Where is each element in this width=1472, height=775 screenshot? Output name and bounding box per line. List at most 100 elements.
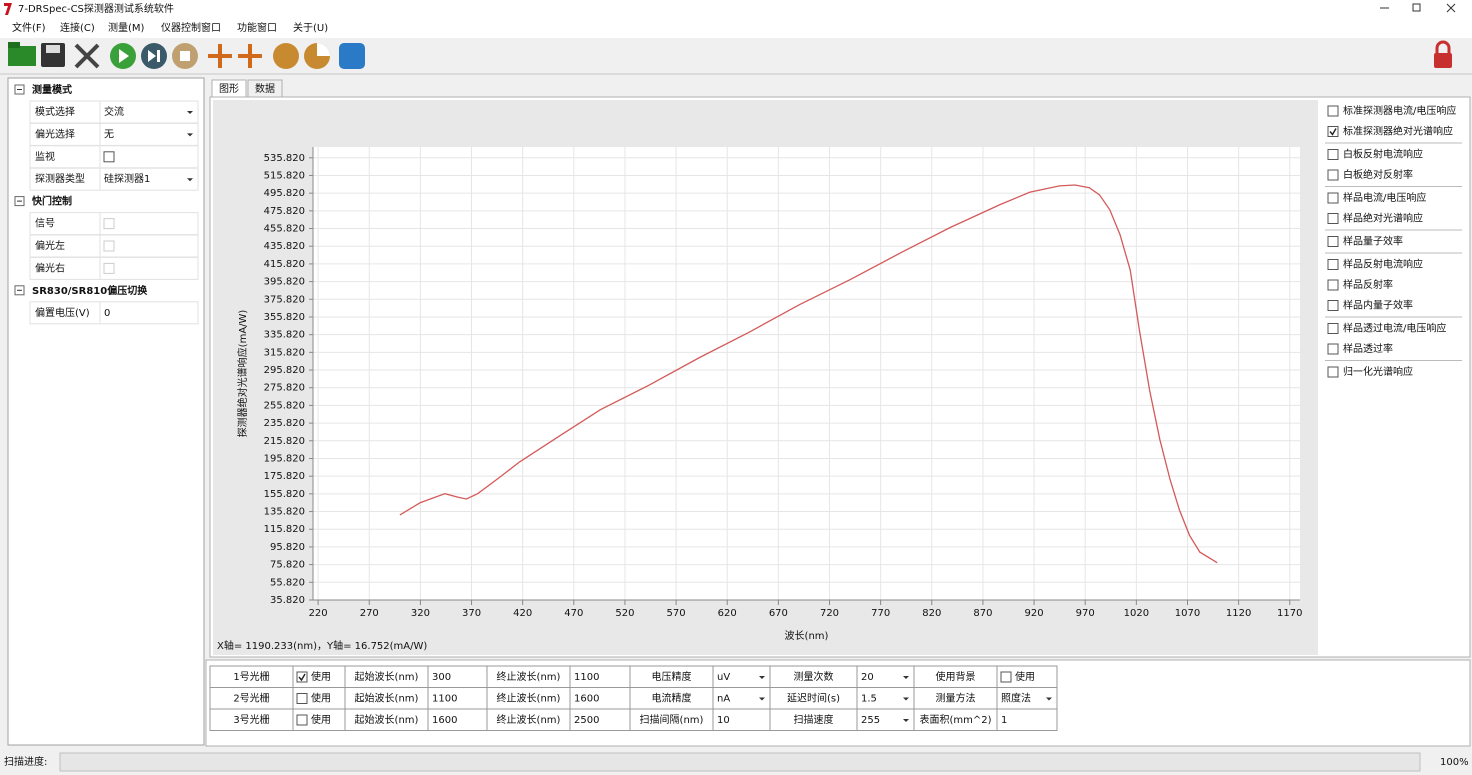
zoom-icon[interactable]: [273, 43, 299, 69]
menu-item[interactable]: 测量(M): [108, 21, 145, 34]
table-label: 起始波长(nm): [355, 670, 419, 683]
series-toggle-label[interactable]: 白板反射电流响应: [1343, 148, 1423, 161]
series-toggle-label[interactable]: 标准探测器电流/电压响应: [1343, 104, 1456, 117]
use-checkbox[interactable]: [296, 714, 308, 726]
dropdown-arrow[interactable]: [1046, 697, 1052, 701]
menu-item[interactable]: 文件(F): [12, 21, 46, 34]
input-value[interactable]: 255: [861, 715, 880, 726]
property-checkbox[interactable]: [103, 240, 115, 252]
series-toggle-label[interactable]: 样品内量子效率: [1343, 299, 1413, 312]
series-toggle-label[interactable]: 样品电流/电压响应: [1343, 191, 1426, 204]
series-checkbox[interactable]: [1327, 259, 1339, 270]
status-label: 扫描进度:: [4, 755, 47, 768]
y-tick-label: 295.820: [264, 365, 305, 376]
property-value[interactable]: 硅探测器1: [104, 172, 150, 185]
series-checkbox[interactable]: [1327, 192, 1339, 204]
x-tick-label: 220: [309, 608, 328, 619]
series-checkbox[interactable]: [1327, 343, 1339, 355]
property-value[interactable]: 无: [104, 129, 114, 140]
series-toggle-label[interactable]: 样品绝对光谱响应: [1343, 212, 1423, 225]
x-tick-label: 820: [922, 608, 941, 619]
property-checkbox[interactable]: [103, 151, 115, 163]
property-label: 信号: [35, 218, 55, 230]
tab[interactable]: [247, 79, 283, 98]
dropdown-arrow[interactable]: [187, 133, 193, 137]
dropdown-arrow[interactable]: [759, 676, 765, 679]
y-axis-label: 探测器绝对光谱响应(mA/W): [236, 310, 249, 438]
series-toggle-label[interactable]: 归一化光谱响应: [1343, 365, 1413, 378]
restore[interactable]: [1412, 3, 1421, 12]
y-tick-label: 475.820: [264, 206, 305, 217]
property-label: 监视: [35, 150, 55, 163]
y-tick-label: 515.820: [264, 170, 305, 181]
y-tick-label: 315.820: [264, 347, 305, 358]
x-tick-label: 1120: [1226, 608, 1251, 619]
property-label: 偏光选择: [35, 127, 75, 140]
move-icon[interactable]: [208, 44, 232, 68]
y-tick-label: 135.820: [264, 507, 305, 518]
x-tick-label: 920: [1025, 608, 1044, 619]
close[interactable]: [1446, 3, 1456, 13]
dropdown-arrow[interactable]: [903, 697, 909, 701]
dropdown-arrow[interactable]: [903, 676, 909, 679]
series-checkbox[interactable]: [1327, 323, 1339, 334]
series-checkbox[interactable]: [1327, 105, 1339, 117]
input-value[interactable]: 10: [717, 715, 730, 726]
series-toggle-label[interactable]: 样品反射率: [1343, 278, 1393, 291]
tools-icon[interactable]: [74, 43, 100, 69]
series-toggle-label[interactable]: 样品透过电流/电压响应: [1343, 322, 1446, 335]
lock-icon[interactable]: [1434, 53, 1452, 68]
property-label: 偏置电压(V): [35, 306, 90, 319]
cursor-readout: X轴= 1190.233(nm)，Y轴= 16.752(mA/W): [217, 639, 427, 652]
input-value[interactable]: 1.5: [861, 694, 877, 705]
dropdown-arrow[interactable]: [187, 178, 193, 182]
input-value[interactable]: 20: [861, 672, 874, 683]
use-checkbox[interactable]: [296, 671, 308, 683]
menu-item[interactable]: 关于(U): [293, 21, 328, 34]
series-checkbox[interactable]: [1327, 300, 1339, 311]
input-value[interactable]: 1: [1001, 715, 1007, 726]
property-checkbox[interactable]: [103, 218, 115, 230]
series-checkbox[interactable]: [1327, 236, 1339, 247]
checkbox-label: 使用: [311, 713, 331, 726]
stop-glyph: [180, 51, 190, 61]
series-toggle-label[interactable]: 样品透过率: [1343, 342, 1393, 355]
open-icon[interactable]: [8, 46, 36, 66]
property-value[interactable]: 交流: [104, 105, 124, 118]
input-value: 1600: [432, 715, 457, 726]
x-tick-label: 770: [871, 608, 890, 619]
menu-item[interactable]: 功能窗口: [237, 21, 277, 34]
dropdown-arrow[interactable]: [903, 719, 909, 722]
y-tick-label: 195.820: [264, 453, 305, 464]
device-icon[interactable]: [339, 43, 365, 69]
use-checkbox[interactable]: [296, 693, 308, 704]
series-toggle-label[interactable]: 样品量子效率: [1343, 235, 1403, 248]
menu-item[interactable]: 连接(C): [60, 21, 95, 34]
series-toggle-label[interactable]: 白板绝对反射率: [1343, 168, 1413, 181]
table-label: 起始波长(nm): [355, 692, 419, 705]
property-checkbox[interactable]: [103, 262, 115, 274]
table-label: 电流精度: [652, 692, 692, 705]
input-value[interactable]: uV: [717, 672, 730, 683]
series-checkbox[interactable]: [1327, 366, 1339, 378]
series-checkbox[interactable]: [1327, 213, 1339, 224]
series-checkbox[interactable]: [1327, 149, 1339, 160]
series-checkbox[interactable]: [1327, 126, 1339, 137]
input-value[interactable]: 1100: [574, 672, 599, 683]
x-tick-label: 370: [462, 608, 481, 619]
dropdown-arrow[interactable]: [759, 697, 765, 701]
series-checkbox[interactable]: [1327, 169, 1339, 181]
table-label: 使用背景: [936, 670, 976, 683]
input-value[interactable]: 300: [432, 672, 451, 683]
dropdown-arrow[interactable]: [187, 111, 193, 114]
menu-item[interactable]: 仪器控制窗口: [161, 21, 221, 34]
tab[interactable]: [211, 79, 247, 98]
series-checkbox[interactable]: [1327, 279, 1339, 291]
property-label: 偏光右: [35, 261, 65, 274]
series-toggle-label[interactable]: 标准探测器绝对光谱响应: [1343, 125, 1453, 138]
input-value[interactable]: 照度法: [1001, 692, 1031, 705]
pan-icon[interactable]: [238, 44, 262, 68]
use-checkbox[interactable]: [1000, 671, 1012, 683]
input-value[interactable]: nA: [717, 694, 730, 705]
series-toggle-label[interactable]: 样品反射电流响应: [1343, 258, 1423, 271]
